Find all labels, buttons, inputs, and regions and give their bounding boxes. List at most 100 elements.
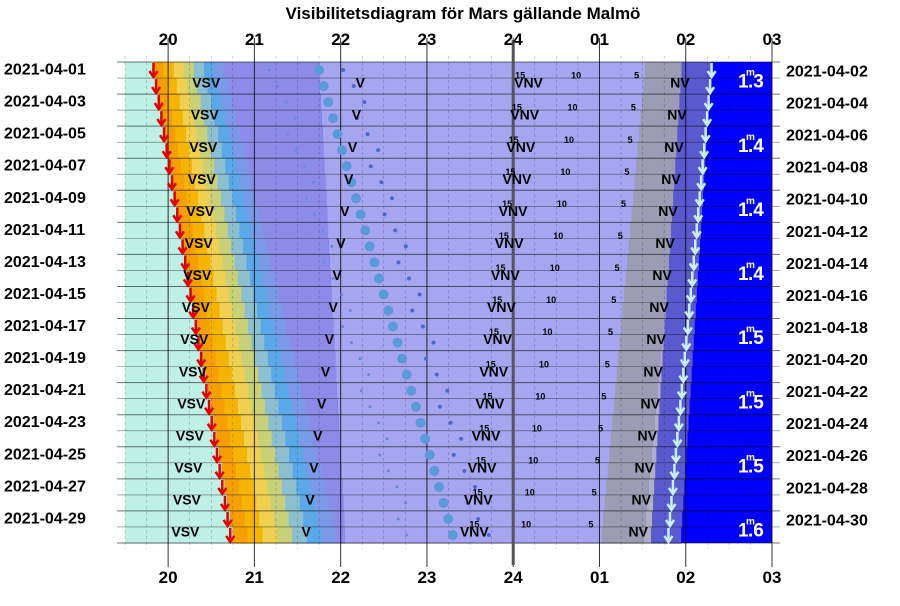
direction-label: NV <box>640 395 660 411</box>
direction-label: VNV <box>506 139 535 155</box>
direction-label: V <box>352 107 362 123</box>
twilight-band <box>253 478 269 496</box>
planet-dot <box>397 353 408 364</box>
sun-arrow <box>196 351 207 368</box>
twilight-band <box>198 254 211 272</box>
sun-arrow <box>188 303 199 320</box>
twilight-band <box>296 478 311 496</box>
twilight-band <box>175 190 188 207</box>
twilight-band <box>204 222 217 239</box>
hour-label-top: 20 <box>159 30 178 49</box>
twilight-band <box>195 238 208 255</box>
mars-set-arrow <box>679 351 690 368</box>
sun-arrow <box>177 239 188 256</box>
night-band <box>663 318 665 336</box>
mars-set-arrow <box>664 511 676 529</box>
mars-set-arrow <box>691 223 702 240</box>
twilight-band <box>244 510 260 528</box>
twilight-band <box>218 126 230 143</box>
planet-dot-small <box>304 196 308 200</box>
twilight-band <box>210 142 223 159</box>
evening-band <box>224 62 320 79</box>
day-band <box>125 462 222 480</box>
twilight-band <box>291 526 308 544</box>
altitude-label: 5 <box>595 455 600 465</box>
twilight-band <box>224 478 240 496</box>
twilight-band <box>261 446 276 464</box>
evening-band <box>274 270 331 288</box>
twilight-band <box>310 478 326 496</box>
evening-band <box>266 238 329 255</box>
twilight-band <box>281 478 297 496</box>
twilight-band <box>163 62 175 79</box>
planet-dot-small <box>431 340 436 345</box>
planet-dot-small <box>330 244 334 248</box>
twilight-band <box>224 206 237 223</box>
planet-dot-small <box>386 469 390 473</box>
twilight-band <box>214 158 226 175</box>
twilight-band <box>258 254 272 272</box>
twilight-band <box>175 126 187 143</box>
twilight-band <box>246 254 260 272</box>
night-band <box>627 254 670 272</box>
day-band <box>125 478 225 496</box>
twilight-band <box>215 350 230 368</box>
twilight-band <box>232 302 246 320</box>
magnitude-label: 1 <box>738 521 749 542</box>
evening-band <box>278 286 332 304</box>
twilight-band <box>235 318 249 336</box>
twilight-band <box>306 526 323 544</box>
date-label-right: 2021-04-12 <box>786 224 868 241</box>
planet-dots <box>267 65 491 540</box>
planet-dot-small <box>405 533 409 537</box>
twilight-band <box>185 126 198 143</box>
planet-dot-small <box>420 324 425 329</box>
date-label-left: 2021-04-05 <box>4 126 86 143</box>
planet-dot <box>314 65 325 76</box>
chart-title: Visibilitetsdiagram för Mars gällande Ma… <box>286 4 641 23</box>
planet-dot-small <box>362 100 367 105</box>
date-label-left: 2021-04-21 <box>4 382 86 399</box>
twilight-band <box>257 302 271 320</box>
twilight-band <box>215 222 229 239</box>
sun-arrow <box>169 191 180 208</box>
night-band <box>610 430 653 448</box>
altitude-label: 5 <box>631 103 636 113</box>
twilight-band <box>306 462 322 480</box>
altitude-label: 15 <box>505 167 515 177</box>
planet-dot-small <box>448 420 453 425</box>
twilight-band <box>166 78 178 95</box>
day-band <box>125 382 209 400</box>
planet-dot-small <box>331 276 335 280</box>
planet-dot-small <box>445 388 450 393</box>
sun-arrow <box>206 415 217 433</box>
day-band <box>125 254 187 272</box>
planet-dot <box>401 369 412 380</box>
dawn-band <box>661 366 692 384</box>
magnitude-decimal: .4 <box>748 136 764 157</box>
planet-dot-small <box>368 164 373 169</box>
twilight-band <box>238 478 254 496</box>
twilight-band <box>161 110 173 127</box>
direction-label: V <box>313 427 323 443</box>
twilight-band <box>284 366 299 384</box>
twilight-band <box>288 382 303 400</box>
altitude-label: 5 <box>592 488 597 498</box>
planet-dot <box>410 401 421 412</box>
night-band <box>657 382 661 400</box>
twilight-band <box>213 270 227 288</box>
planet-dot-small <box>322 260 326 264</box>
direction-label: VNV <box>491 267 520 283</box>
twilight-band <box>248 382 263 400</box>
twilight-band <box>153 62 165 79</box>
evening-band <box>323 142 640 159</box>
altitude-label: 15 <box>479 423 489 433</box>
night-band <box>621 318 664 336</box>
twilight-band <box>209 318 224 336</box>
night-band <box>640 110 683 127</box>
sun-arrow <box>174 223 185 240</box>
hour-label-top: 22 <box>331 30 350 49</box>
planet-dot-small <box>403 244 408 249</box>
magnitude-sup: m <box>746 452 755 463</box>
night-band <box>637 142 680 159</box>
